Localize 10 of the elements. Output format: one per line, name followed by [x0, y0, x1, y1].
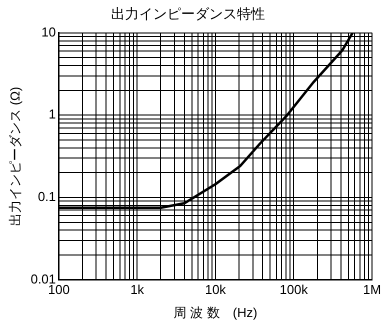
x-tick-label: 100k: [280, 282, 308, 298]
x-tick-label: 1k: [130, 282, 145, 298]
x-tick-label: 1M: [362, 282, 382, 298]
x-axis-title: 周 波 数 (Hz): [174, 304, 258, 320]
y-tick-label: 10: [41, 24, 56, 40]
chart-title: 出力インピーダンス特性: [111, 5, 265, 22]
y-tick-label: 0.1: [38, 189, 56, 204]
x-tick-label: 10k: [204, 282, 226, 298]
y-tick-label: 1: [48, 106, 56, 122]
y-axis-title: 出力インピーダンス (Ω): [7, 86, 22, 226]
